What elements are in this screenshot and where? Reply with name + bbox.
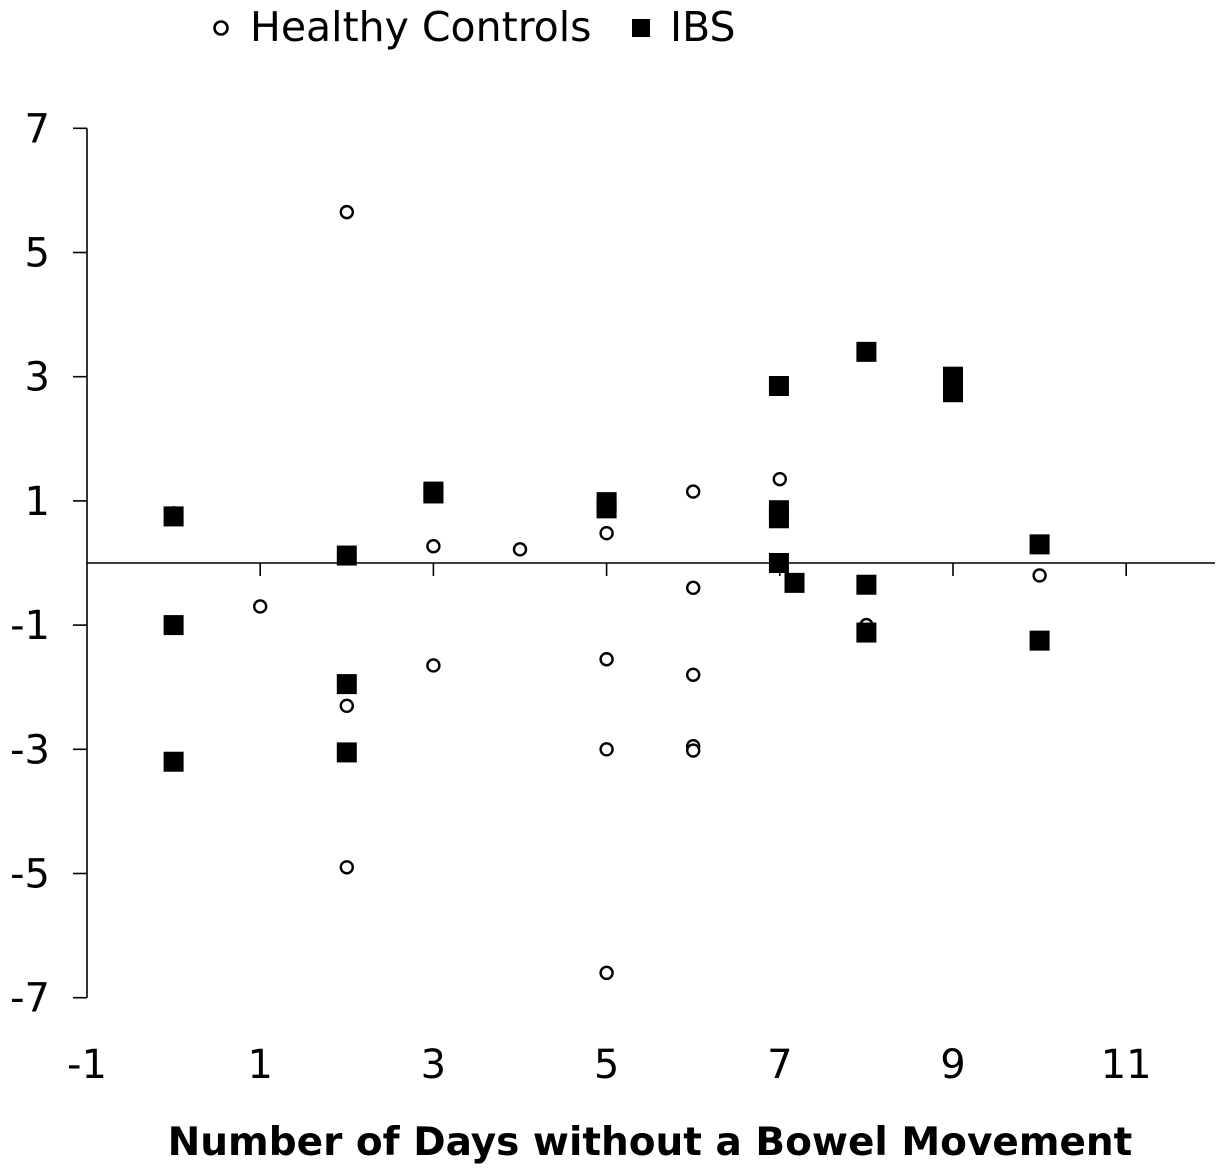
healthy-controls-point [339,698,354,714]
x-tick-label: 5 [594,1042,619,1088]
y-tick-label: -7 [10,976,50,1022]
ibs-point [943,366,963,387]
x-tick-label: 9 [940,1042,965,1088]
ibs-point [163,615,184,636]
ibs-point [336,674,357,695]
ibs-point [336,545,357,566]
healthy-controls-point [339,204,354,220]
x-tick-label: 11 [1101,1042,1152,1088]
ibs-point [163,506,184,527]
ibs-point [768,508,789,529]
healthy-controls-point [599,742,614,757]
y-tick-label: 7 [25,106,50,152]
ibs-point [423,481,444,502]
x-tick-label: 7 [767,1042,792,1088]
legend-ibs-marker [632,19,650,37]
x-tick-label: -1 [67,1042,107,1088]
y-axis-tick-labels: 7 5 3 1 -1 -3 -5 -7 [10,106,50,1021]
ibs-point [784,572,805,593]
y-tick-label: -1 [10,603,50,649]
healthy-controls-point [686,484,701,499]
ibs-point [1029,534,1050,555]
healthy-controls-point [339,860,354,875]
healthy-controls-point [599,652,614,667]
ibs-point [768,553,789,573]
legend-healthy-controls-label: Healthy Controls [250,3,592,51]
y-tick-label: -5 [10,852,50,898]
ibs-point [1029,630,1050,651]
healthy-controls-point [686,667,701,682]
healthy-controls-point [426,539,441,554]
healthy-controls-point [686,743,701,758]
legend: Healthy Controls IBS [213,3,736,51]
y-tick-label: 1 [25,479,50,525]
x-axis-tick-labels: -1 1 3 5 7 9 11 [67,1042,1152,1088]
ibs-points [163,341,1050,772]
healthy-controls-point [772,471,787,487]
healthy-controls-point [599,525,614,541]
legend-ibs-label: IBS [670,3,736,51]
healthy-controls-points [166,204,1047,981]
ibs-point [163,751,184,772]
y-tick-label: 5 [25,231,50,277]
ibs-point [768,376,789,397]
y-tick-label: -3 [10,727,50,773]
ibs-point [943,382,963,403]
healthy-controls-point [599,965,614,981]
ibs-point [856,341,877,362]
x-tick-label: 3 [421,1042,446,1088]
healthy-controls-point [253,599,268,614]
x-tick-label: 1 [247,1042,272,1088]
x-axis-label: Number of Days without a Bowel Movement [168,1120,1133,1165]
healthy-controls-point [426,658,441,673]
healthy-controls-point [512,542,528,557]
ibs-point [596,498,617,519]
healthy-controls-point [686,580,701,596]
axes [73,127,1215,999]
y-tick-label: 3 [25,355,50,401]
ibs-point [856,622,877,643]
legend-healthy-controls-marker [213,20,229,36]
ibs-point [336,742,357,763]
ibs-point [856,574,877,595]
healthy-controls-point [1032,568,1047,583]
